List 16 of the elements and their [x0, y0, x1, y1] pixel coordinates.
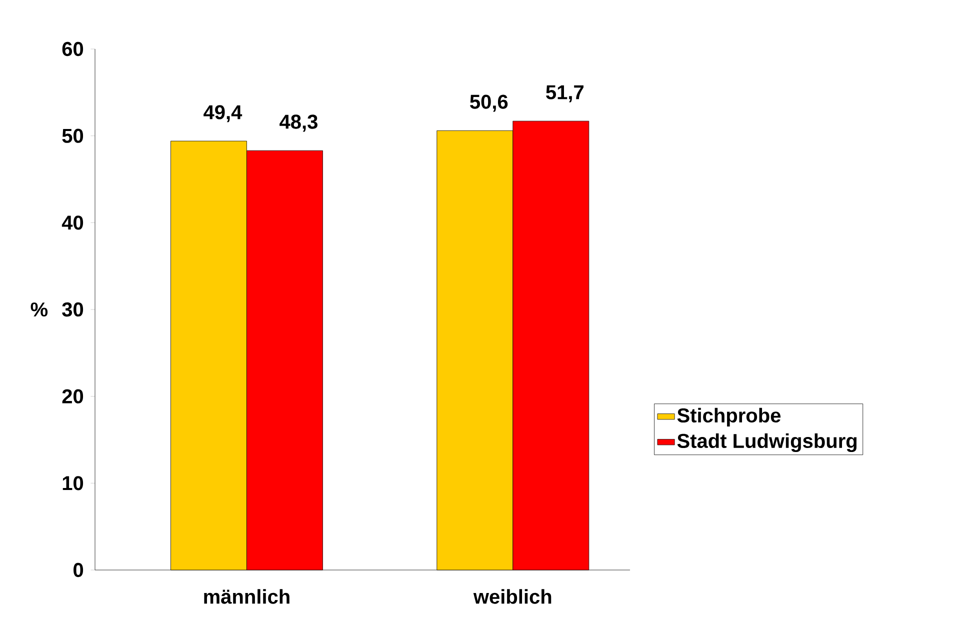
y-tick-label: 0: [74, 562, 84, 578]
data-label: 48,3: [280, 114, 318, 132]
x-tick-label: männlich: [204, 589, 290, 604]
data-label: 49,4: [204, 105, 242, 122]
y-tick-label: 50: [62, 128, 84, 143]
y-axis-title: %: [30, 302, 48, 317]
legend-label: Stichprobe: [677, 408, 781, 426]
data-label: 50,6: [470, 94, 508, 112]
y-tick-label: 20: [62, 389, 84, 404]
y-tick-label: 40: [62, 216, 84, 230]
y-tick-label: 30: [62, 302, 84, 317]
y-tick-label: 60: [62, 42, 84, 56]
x-tick-label: weiblich: [473, 589, 552, 604]
legend-label: Stadt Ludwigsburg: [677, 433, 857, 452]
y-tick-label: 10: [62, 476, 84, 490]
data-label: 51,7: [546, 85, 584, 102]
